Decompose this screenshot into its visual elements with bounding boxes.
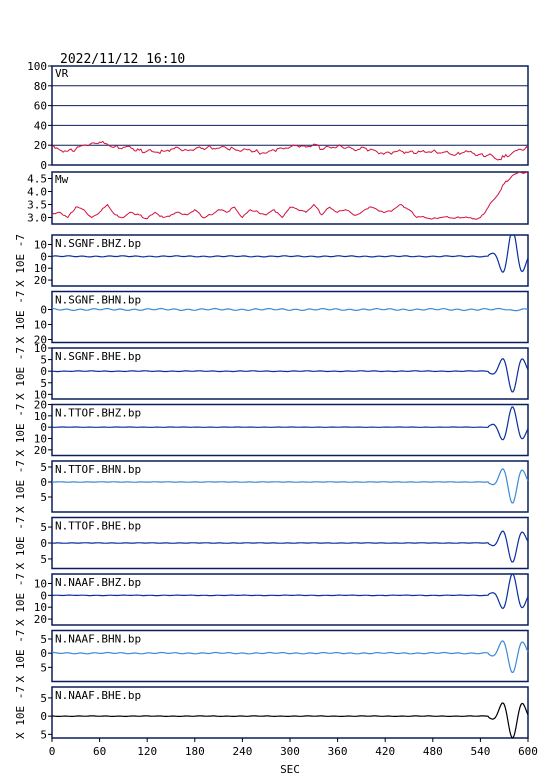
x-tick-label: 540 [470,745,490,758]
x-tick-label: 600 [518,745,538,758]
y-tick-label: 3.5 [27,199,47,212]
y-tick-label: 0 [40,537,47,550]
mw-series-line [52,172,528,219]
y-tick-label: 5 [40,728,47,741]
y-tick-label: 5 [40,553,47,566]
y-unit-label: X 10E -7 [14,234,27,287]
y-unit-label: X 10E -7 [14,630,27,683]
waveform-line [52,531,528,562]
y-tick-label: 5 [40,661,47,674]
y-tick-label: 0 [40,710,47,723]
y-tick-label: 5 [40,521,47,534]
y-tick-label: 0 [40,647,47,660]
x-tick-label: 60 [93,745,106,758]
y-unit-label: X 10E -7 [14,404,27,457]
y-tick-label: 5 [40,692,47,705]
y-tick-label: 0 [40,159,47,172]
x-tick-label: 120 [137,745,157,758]
station-label: N.SGNF.BHE.bp [55,350,141,363]
y-unit-label: X 10E -7 [14,347,27,400]
y-tick-label: 10 [34,319,47,332]
y-unit-label: X 10E -7 [14,517,27,570]
panels: 100806040200VR4.54.03.53.0Mw1001020N.SGN… [14,60,538,776]
vr-series-line [52,141,528,160]
waveform-line [52,359,528,392]
panel-frame [52,66,528,165]
timestamp: 2022/11/12 16:10 [60,52,185,67]
x-tick-label: 300 [280,745,300,758]
y-tick-label: 0 [40,304,47,317]
y-unit-label: X 10E -7 [14,686,27,739]
waveform-line [52,309,528,311]
panel-frame [52,172,528,224]
y-tick-label: 100 [27,60,47,73]
waveform-line [52,641,528,672]
y-tick-label: 60 [34,100,47,113]
y-tick-label: 5 [40,491,47,504]
y-unit-label: X 10E -7 [14,460,27,513]
y-tick-label: 20 [34,613,47,626]
station-label: N.NAAF.BHN.bp [55,633,141,646]
y-tick-label: 5 [40,633,47,646]
y-tick-label: 80 [34,80,47,93]
panel-label: Mw [55,173,69,186]
y-tick-label: 3.0 [27,212,47,225]
y-tick-label: 4.5 [27,173,47,186]
waveform-line [52,703,528,738]
panel-label: VR [55,67,69,80]
y-tick-label: 20 [34,139,47,152]
y-tick-label: 5 [40,461,47,474]
station-label: N.TTOF.BHE.bp [55,520,141,533]
x-tick-label: 420 [375,745,395,758]
y-unit-label: X 10E -7 [14,573,27,626]
x-tick-label: 180 [185,745,205,758]
station-label: N.NAAF.BHZ.bp [55,576,141,589]
x-axis-label: SEC [280,763,300,776]
y-tick-label: 40 [34,119,47,132]
station-label: N.SGNF.BHZ.bp [55,237,141,250]
x-tick-label: 480 [423,745,443,758]
station-label: N.NAAF.BHE.bp [55,689,141,702]
station-label: N.SGNF.BHN.bp [55,294,141,307]
x-tick-label: 0 [49,745,56,758]
y-unit-label: X 10E -7 [14,291,27,344]
x-tick-label: 240 [232,745,252,758]
station-label: N.TTOF.BHN.bp [55,463,141,476]
x-tick-label: 360 [328,745,348,758]
y-tick-label: 4.0 [27,186,47,199]
y-tick-label: 20 [34,274,47,287]
y-tick-label: 0 [40,476,47,489]
y-tick-label: 20 [34,444,47,457]
station-label: N.TTOF.BHZ.bp [55,407,141,420]
